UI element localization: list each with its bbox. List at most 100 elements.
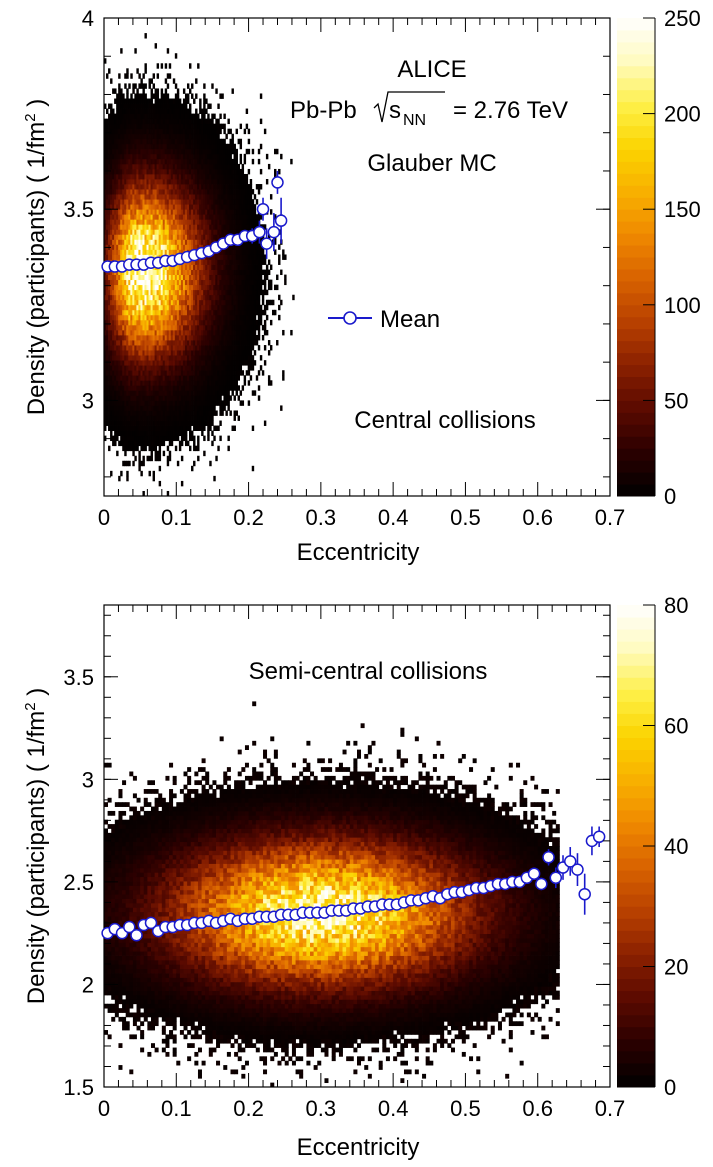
heatmap-cell bbox=[193, 435, 196, 442]
heatmap-cell bbox=[178, 380, 182, 386]
heatmap-cell bbox=[122, 108, 125, 114]
heatmap-cell bbox=[146, 229, 149, 235]
heatmap-cell bbox=[130, 118, 133, 125]
heatmap-cell bbox=[235, 299, 238, 306]
heatmap-cell bbox=[124, 279, 127, 286]
heatmap-cell bbox=[166, 108, 170, 114]
heatmap-cell bbox=[136, 199, 139, 205]
heatmap-cell bbox=[130, 244, 133, 250]
heatmap-cell bbox=[122, 365, 125, 371]
heatmap-cell bbox=[148, 289, 151, 296]
heatmap-cell bbox=[168, 269, 172, 276]
heatmap-cell bbox=[229, 158, 232, 165]
heatmap-cell bbox=[253, 309, 257, 316]
heatmap-cell bbox=[184, 385, 188, 391]
heatmap-cell bbox=[182, 239, 186, 245]
heatmap-cell bbox=[221, 158, 224, 165]
heatmap-cell bbox=[182, 269, 186, 276]
heatmap-cell bbox=[134, 184, 137, 190]
heatmap-cell bbox=[146, 350, 149, 356]
heatmap-cell bbox=[114, 113, 117, 120]
heatmap-cell bbox=[142, 324, 145, 331]
heatmap-cell bbox=[215, 133, 218, 140]
heatmap-cell bbox=[174, 173, 178, 180]
heatmap-cell bbox=[116, 430, 119, 437]
heatmap-cell bbox=[138, 329, 141, 336]
heatmap-cell bbox=[255, 249, 259, 255]
heatmap-cell bbox=[180, 264, 184, 270]
heatmap-cell bbox=[168, 304, 172, 311]
heatmap-cell bbox=[162, 400, 166, 406]
heatmap-cell bbox=[199, 350, 202, 356]
heatmap-cell bbox=[193, 355, 196, 361]
heatmap-cell bbox=[229, 143, 232, 150]
heatmap-cell bbox=[193, 390, 196, 396]
heatmap-cell bbox=[148, 329, 151, 336]
heatmap-cell bbox=[209, 294, 212, 301]
heatmap-cell bbox=[241, 168, 245, 175]
heatmap-cell bbox=[118, 163, 121, 170]
heatmap-cell bbox=[160, 355, 164, 361]
heatmap-cell bbox=[235, 168, 238, 175]
heatmap-cell bbox=[172, 264, 176, 270]
heatmap-cell bbox=[150, 78, 153, 84]
heatmap-cell bbox=[106, 395, 109, 401]
heatmap-cell bbox=[178, 113, 182, 120]
heatmap-cell bbox=[265, 329, 269, 336]
heatmap-cell bbox=[112, 214, 115, 220]
heatmap-cell bbox=[213, 148, 216, 155]
heatmap-cell bbox=[134, 329, 137, 336]
heatmap-cell bbox=[184, 319, 188, 326]
heatmap-cell bbox=[227, 184, 230, 190]
heatmap-cell bbox=[122, 324, 125, 331]
heatmap-cell bbox=[140, 314, 143, 321]
heatmap-cell bbox=[191, 204, 194, 210]
heatmap-cell bbox=[158, 355, 162, 361]
heatmap-cell bbox=[186, 123, 190, 130]
heatmap-cell bbox=[203, 435, 206, 442]
heatmap-cell bbox=[205, 329, 208, 336]
heatmap-cell bbox=[158, 415, 162, 421]
heatmap-cell bbox=[150, 365, 153, 371]
heatmap-cell bbox=[184, 420, 188, 426]
heatmap-cell bbox=[213, 324, 216, 331]
heatmap-cell bbox=[158, 249, 162, 255]
heatmap-cell bbox=[170, 123, 174, 130]
heatmap-cell bbox=[263, 420, 267, 426]
heatmap-cell bbox=[120, 279, 123, 286]
heatmap-cell bbox=[140, 324, 143, 331]
heatmap-cell bbox=[170, 319, 174, 326]
heatmap-cell bbox=[128, 219, 131, 225]
heatmap-cell bbox=[130, 360, 133, 366]
heatmap-cell bbox=[209, 184, 212, 190]
heatmap-cell bbox=[217, 148, 220, 155]
heatmap-cell bbox=[174, 360, 178, 366]
heatmap-cell bbox=[110, 103, 113, 109]
heatmap-cell bbox=[170, 138, 174, 145]
heatmap-cell bbox=[150, 153, 153, 160]
heatmap-cell bbox=[144, 294, 147, 301]
heatmap-cell bbox=[160, 189, 164, 195]
heatmap-cell bbox=[152, 435, 155, 442]
heatmap-cell bbox=[182, 274, 186, 281]
heatmap-cell bbox=[118, 138, 121, 145]
heatmap-cell bbox=[140, 460, 143, 467]
heatmap-cell bbox=[104, 360, 107, 366]
heatmap-cell bbox=[211, 365, 214, 371]
heatmap-cell bbox=[261, 259, 265, 265]
heatmap-cell bbox=[108, 365, 111, 371]
heatmap-cell bbox=[146, 380, 149, 386]
heatmap-cell bbox=[255, 334, 259, 341]
heatmap-cell bbox=[176, 184, 180, 190]
heatmap-cell bbox=[168, 334, 172, 341]
heatmap-cell bbox=[166, 123, 170, 130]
heatmap-cell bbox=[251, 425, 255, 431]
heatmap-cell bbox=[255, 324, 259, 331]
heatmap-cell bbox=[176, 435, 180, 442]
heatmap-cell bbox=[189, 304, 192, 311]
heatmap-cell bbox=[263, 259, 267, 265]
heatmap-cell bbox=[142, 249, 145, 255]
heatmap-cell bbox=[249, 204, 253, 210]
heatmap-cell bbox=[223, 259, 226, 265]
heatmap-cell bbox=[227, 194, 230, 200]
